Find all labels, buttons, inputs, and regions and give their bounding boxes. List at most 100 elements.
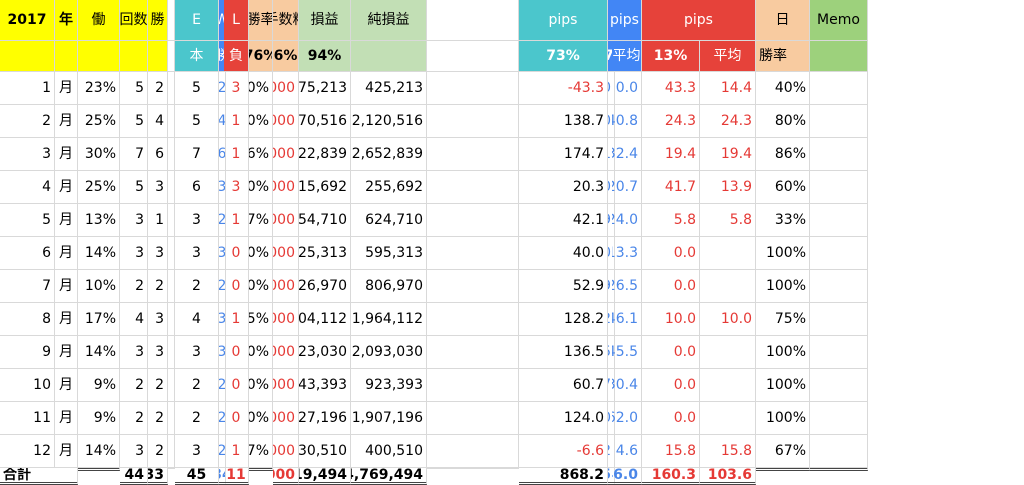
fee[interactable]: -120,000 xyxy=(273,171,299,204)
entry-count[interactable]: 2 xyxy=(175,270,219,303)
daily-win-rate[interactable]: 33% xyxy=(756,204,810,237)
fee[interactable]: -140,000 xyxy=(273,138,299,171)
pips-win-avg[interactable]: 26.5 xyxy=(612,270,642,303)
spacer[interactable] xyxy=(427,303,519,336)
win-count[interactable]: 3 xyxy=(148,171,168,204)
work-rate[interactable]: 17% xyxy=(78,303,120,336)
profit-loss[interactable]: 2,170,516 xyxy=(299,105,351,138)
entry-count[interactable]: 4 xyxy=(175,303,219,336)
junsoneki-header[interactable]: 純損益 xyxy=(351,0,427,41)
pips-loss[interactable]: 0.0 xyxy=(642,402,700,435)
daily-win-rate[interactable]: 80% xyxy=(756,105,810,138)
pips-win-avg[interactable]: 45.5 xyxy=(612,336,642,369)
l-header[interactable]: L xyxy=(224,0,249,41)
work-rate[interactable]: 25% xyxy=(78,105,120,138)
win-rate[interactable]: 100% xyxy=(249,369,273,402)
win-count[interactable]: 3 xyxy=(148,336,168,369)
pips-win[interactable]: 163.0 xyxy=(608,105,615,138)
spacer[interactable] xyxy=(427,369,519,402)
spacer[interactable] xyxy=(427,204,519,237)
pips-loss-avg[interactable] xyxy=(700,237,756,270)
pips-total[interactable]: -43.3 xyxy=(519,72,608,105)
memo-cell[interactable] xyxy=(810,138,868,171)
win-count-w[interactable]: 2 xyxy=(219,369,226,402)
win-rate[interactable]: 67% xyxy=(249,204,273,237)
net-profit[interactable]: 2,120,516 xyxy=(351,105,427,138)
total-win-count[interactable]: 33 xyxy=(148,468,168,485)
month-number[interactable]: 3 xyxy=(0,138,55,171)
pips-win-avg[interactable]: 62.0 xyxy=(612,402,642,435)
win-count-w[interactable]: 6 xyxy=(219,138,226,171)
kaisu-sub[interactable] xyxy=(120,41,148,72)
total-profit-loss[interactable]: 15,219,494 xyxy=(299,468,351,485)
month-unit[interactable]: 月 xyxy=(55,402,78,435)
spacer[interactable] xyxy=(168,72,175,105)
shoritsu-header[interactable]: 勝率 xyxy=(249,0,273,41)
profit-loss[interactable]: 654,710 xyxy=(299,204,351,237)
trade-count[interactable]: 3 xyxy=(120,336,148,369)
junsoneki-sub[interactable] xyxy=(351,41,427,72)
nen-sub[interactable] xyxy=(55,41,78,72)
profit-loss[interactable]: 2,123,030 xyxy=(299,336,351,369)
year-sub[interactable] xyxy=(0,41,55,72)
memo-cell[interactable] xyxy=(810,171,868,204)
total-daily[interactable] xyxy=(756,468,810,471)
trade-count[interactable]: 7 xyxy=(120,138,148,171)
memo-cell[interactable] xyxy=(810,402,868,435)
pips-win[interactable]: 194.1 xyxy=(608,138,615,171)
profit-loss[interactable]: 1,927,196 xyxy=(299,402,351,435)
loss-count[interactable]: 3 xyxy=(224,72,249,105)
pips-loss[interactable]: 0.0 xyxy=(642,369,700,402)
spacer[interactable] xyxy=(168,468,175,469)
entry-count[interactable]: 2 xyxy=(175,402,219,435)
daily-win-rate[interactable]: 67% xyxy=(756,435,810,468)
net-profit[interactable]: 1,964,112 xyxy=(351,303,427,336)
loss-count[interactable]: 3 xyxy=(224,171,249,204)
spacer[interactable] xyxy=(427,105,519,138)
pips-loss-header[interactable]: pips xyxy=(642,0,756,41)
month-unit[interactable]: 月 xyxy=(55,303,78,336)
trade-count[interactable]: 4 xyxy=(120,303,148,336)
fee[interactable]: -40,000 xyxy=(273,402,299,435)
win-rate[interactable]: 100% xyxy=(249,270,273,303)
hi-header[interactable]: 日 xyxy=(756,0,810,41)
month-number[interactable]: 10 xyxy=(0,369,55,402)
spacer[interactable] xyxy=(427,435,519,468)
kaisu-header[interactable]: 回数 xyxy=(120,0,148,41)
pips-loss[interactable]: 10.0 xyxy=(642,303,700,336)
net-profit[interactable]: 923,393 xyxy=(351,369,427,402)
win-rate[interactable]: 86% xyxy=(249,138,273,171)
net-profit[interactable]: 624,710 xyxy=(351,204,427,237)
daily-win-rate[interactable]: 40% xyxy=(756,72,810,105)
pips-win-avg[interactable]: 20.7 xyxy=(612,171,642,204)
month-number[interactable]: 7 xyxy=(0,270,55,303)
net-profit[interactable]: 425,213 xyxy=(351,72,427,105)
pips-loss[interactable]: 0.0 xyxy=(642,270,700,303)
total-pips-loss-avg[interactable]: 103.6 xyxy=(700,468,756,485)
loss-count[interactable]: 0 xyxy=(224,336,249,369)
month-unit[interactable]: 月 xyxy=(55,72,78,105)
pips-loss-avg[interactable]: 15.8 xyxy=(700,435,756,468)
spacer[interactable] xyxy=(168,303,175,336)
entry-count[interactable]: 6 xyxy=(175,171,219,204)
entry-count[interactable]: 3 xyxy=(175,204,219,237)
trade-count[interactable]: 2 xyxy=(120,270,148,303)
pips-win-avg[interactable]: 46.1 xyxy=(612,303,642,336)
win-count-w[interactable]: 2 xyxy=(219,270,226,303)
month-unit[interactable]: 月 xyxy=(55,237,78,270)
win-count[interactable]: 2 xyxy=(148,369,168,402)
pips-total[interactable]: 52.9 xyxy=(519,270,608,303)
month-unit[interactable]: 月 xyxy=(55,204,78,237)
total-pips[interactable]: 868.2 xyxy=(519,468,608,485)
profit-loss[interactable]: 475,213 xyxy=(299,72,351,105)
entry-count[interactable]: 3 xyxy=(175,237,219,270)
win-count[interactable]: 2 xyxy=(148,270,168,303)
shoritsu-val[interactable]: 76% xyxy=(249,41,273,72)
hon-header[interactable]: 本 xyxy=(175,41,219,72)
profit-loss[interactable]: 430,510 xyxy=(299,435,351,468)
win-count[interactable]: 2 xyxy=(148,435,168,468)
fee[interactable]: -100,000 xyxy=(273,105,299,138)
spacer[interactable] xyxy=(427,402,519,435)
pips-loss-avg[interactable]: 14.4 xyxy=(700,72,756,105)
pips-loss-avg[interactable] xyxy=(700,270,756,303)
